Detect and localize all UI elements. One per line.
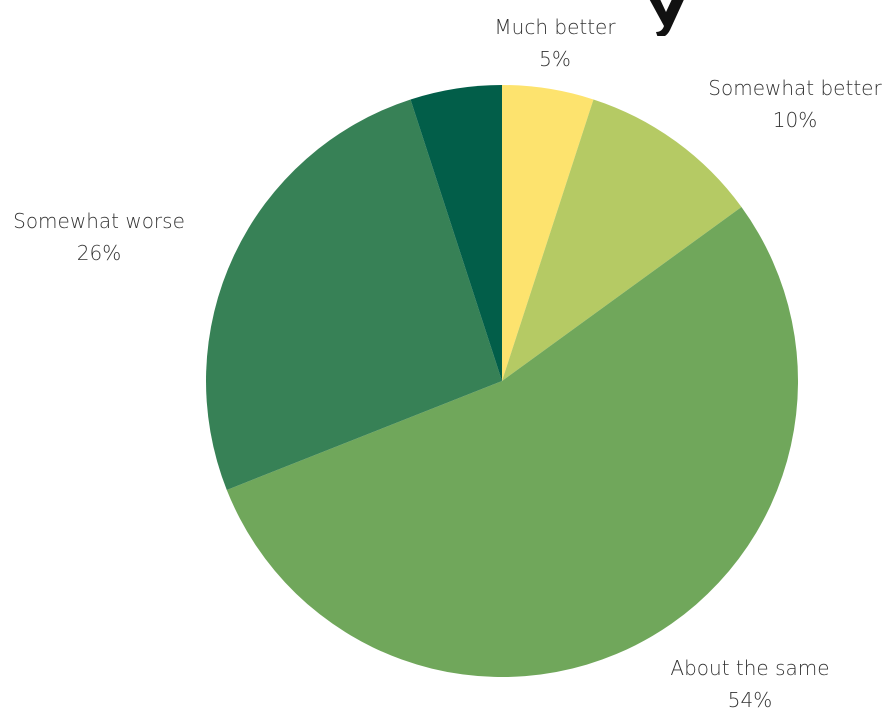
slice-label-much-better: Much better	[494, 15, 616, 39]
pie-slice-much-worse	[410, 85, 502, 381]
pie-slice-somewhat-worse	[206, 99, 502, 490]
slice-label-somewhat-worse: Somewhat worse	[13, 209, 185, 233]
title-fragment-glyph	[649, 0, 684, 36]
slice-value-somewhat-worse: 26%	[77, 241, 121, 265]
pie-slice-somewhat-better	[502, 99, 742, 382]
slice-label-about-the-same: About the same	[670, 656, 829, 680]
slice-value-much-better: 5%	[539, 47, 571, 71]
pie-slices	[206, 85, 799, 678]
pie-slice-much-better	[502, 85, 594, 381]
slice-label-somewhat-better: Somewhat better	[708, 76, 882, 100]
pie-slice-about-the-same	[226, 207, 799, 678]
slice-value-about-the-same: 54%	[728, 688, 772, 711]
slice-value-somewhat-better: 10%	[773, 108, 817, 132]
title-fragment	[600, 0, 700, 36]
pie-labels: Much better 5% Somewhat better 10% About…	[13, 15, 882, 711]
